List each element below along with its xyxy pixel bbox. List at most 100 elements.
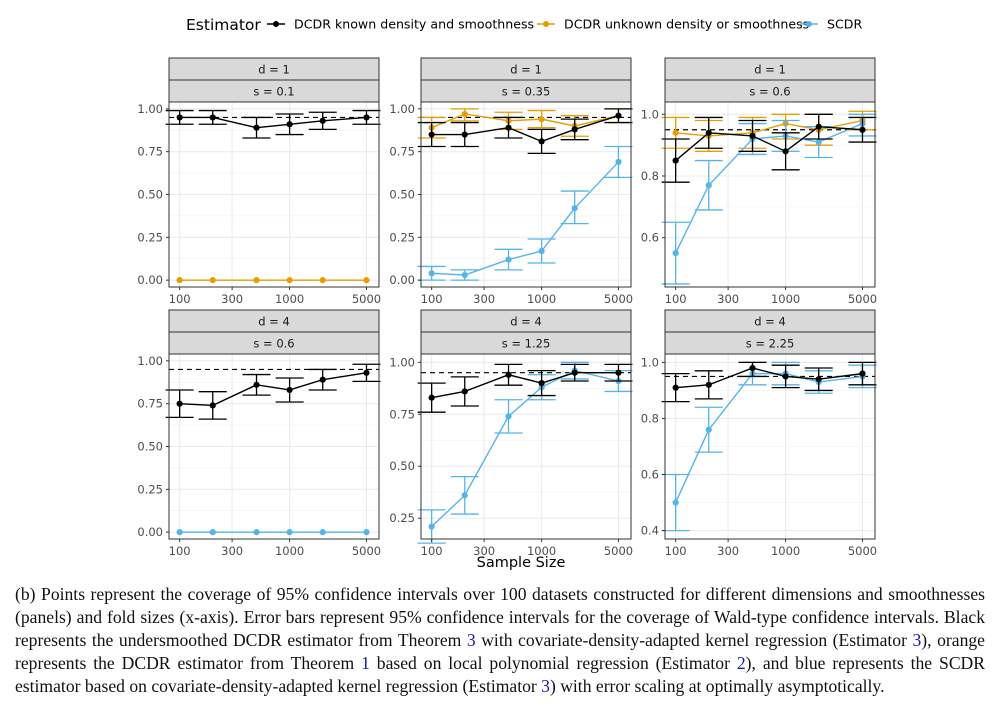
strip-s-label: s = 1.25 bbox=[502, 337, 551, 351]
data-point-unknown bbox=[461, 110, 468, 118]
y-tick-label: 0.8 bbox=[641, 411, 659, 425]
series-scdr bbox=[176, 529, 370, 536]
strip-d-label: d = 4 bbox=[258, 315, 290, 329]
x-tick-label: 100 bbox=[169, 544, 191, 558]
x-tick-label: 100 bbox=[665, 544, 687, 558]
y-tick-label: 0.25 bbox=[389, 511, 415, 525]
caption-text-3: ), orange represents the DCDR estimator … bbox=[15, 630, 985, 673]
data-point-known bbox=[428, 131, 435, 138]
panel-3: d = 1 s = 0.6 0.6 0.8 1.0 100 300 1000 5000 bbox=[641, 57, 877, 306]
data-point-scdr bbox=[672, 249, 679, 257]
legend-item-scdr[interactable]: SCDR bbox=[800, 17, 862, 32]
data-point-scdr bbox=[505, 413, 512, 420]
x-tick-label: 1000 bbox=[275, 292, 304, 306]
series-known bbox=[165, 363, 381, 420]
data-point-scdr bbox=[538, 247, 545, 255]
data-point-scdr bbox=[705, 426, 712, 433]
data-point-scdr bbox=[461, 492, 468, 499]
data-point-known bbox=[859, 370, 866, 377]
data-point-unknown bbox=[253, 277, 260, 284]
y-tick-label: 1.0 bbox=[641, 107, 659, 121]
data-point-scdr bbox=[571, 205, 578, 212]
data-point-scdr bbox=[705, 182, 712, 189]
y-tick-label: 0.50 bbox=[389, 188, 415, 202]
data-point-unknown bbox=[672, 129, 679, 136]
caption-ref-theorem-1[interactable]: 1 bbox=[361, 653, 370, 673]
y-tick-label: 0.25 bbox=[137, 482, 163, 496]
data-point-known bbox=[859, 126, 866, 133]
x-axis-title: Sample Size bbox=[477, 555, 566, 571]
series-scdr bbox=[661, 361, 877, 532]
x-tick-label: 100 bbox=[169, 292, 191, 306]
legend-item-unknown[interactable]: DCDR unknown density or smoothness bbox=[537, 17, 809, 32]
y-tick-label: 0.50 bbox=[137, 440, 163, 454]
data-point-known bbox=[209, 402, 216, 409]
data-point-scdr bbox=[286, 529, 293, 536]
caption-text-5: ), and blue represents the SCDR estimato… bbox=[15, 653, 985, 696]
panel-2: d = 1 s = 0.35 0.00 0.25 0.50 0.75 1.00 100 300 1… bbox=[389, 57, 633, 306]
data-point-known bbox=[538, 138, 545, 145]
data-point-known bbox=[615, 112, 622, 119]
caption-ref-estimator-2[interactable]: 2 bbox=[736, 653, 746, 673]
x-tick-label: 100 bbox=[665, 292, 687, 306]
legend-item-known[interactable]: DCDR known density and smoothness bbox=[267, 17, 534, 32]
data-point-scdr bbox=[505, 256, 512, 263]
data-point-known bbox=[176, 400, 183, 407]
strip-s-label: s = 0.35 bbox=[502, 85, 551, 99]
data-point-known bbox=[209, 114, 216, 121]
y-tick-label: 0.00 bbox=[137, 525, 163, 539]
y-tick-label: 0.00 bbox=[137, 273, 163, 287]
series-line-unknown bbox=[431, 113, 619, 129]
data-point-known bbox=[782, 373, 789, 380]
strip-d-label: d = 1 bbox=[754, 63, 786, 77]
data-point-unknown bbox=[286, 277, 293, 284]
figure-caption: (b) Points represent the coverage of 95%… bbox=[15, 583, 985, 698]
series-known bbox=[417, 108, 633, 155]
data-point-known bbox=[749, 132, 756, 140]
data-point-scdr bbox=[815, 138, 822, 146]
panel-border bbox=[420, 353, 632, 540]
legend-key-point bbox=[806, 21, 812, 27]
y-tick-label: 1.00 bbox=[389, 355, 415, 369]
series-known bbox=[417, 363, 633, 413]
legend-key-point bbox=[273, 21, 279, 27]
series-line-known bbox=[675, 367, 863, 389]
data-point-known bbox=[749, 364, 756, 372]
caption-text-4: based on local polynomial regression (Es… bbox=[369, 653, 737, 673]
series-known bbox=[661, 113, 877, 183]
y-tick-label: 0.50 bbox=[389, 459, 415, 473]
x-tick-label: 5000 bbox=[352, 292, 381, 306]
y-tick-label: 0.6 bbox=[641, 468, 659, 482]
plot-area bbox=[421, 354, 631, 539]
x-tick-label: 1000 bbox=[275, 544, 304, 558]
data-point-unknown bbox=[538, 116, 545, 123]
panel-1: d = 1 s = 0.1 0.00 0.25 0.50 0.75 1.00 100 300 10… bbox=[137, 57, 381, 306]
caption-text-2: with covariate-density-adapted kernel re… bbox=[475, 630, 913, 650]
caption-ref-estimator-3b[interactable]: 3 bbox=[541, 676, 550, 696]
x-tick-label: 300 bbox=[717, 544, 739, 558]
series-line-known bbox=[431, 115, 619, 143]
legend: Estimator DCDR known density and smoothne… bbox=[186, 16, 862, 34]
data-point-scdr bbox=[428, 523, 435, 530]
x-tick-label: 1000 bbox=[771, 544, 800, 558]
x-tick-label: 300 bbox=[221, 292, 243, 306]
panel-6: d = 4 s = 2.25 0.4 0.6 0.8 1.0 100 300 1000 5000 bbox=[641, 309, 877, 558]
x-tick-label: 300 bbox=[473, 544, 495, 558]
data-point-unknown bbox=[209, 277, 216, 284]
x-tick-label: 5000 bbox=[848, 544, 877, 558]
caption-ref-theorem-3[interactable]: 3 bbox=[466, 630, 476, 650]
x-tick-label: 100 bbox=[421, 544, 443, 558]
data-point-known bbox=[571, 369, 578, 376]
data-point-known bbox=[319, 117, 326, 124]
legend-label: DCDR unknown density or smoothness bbox=[564, 17, 809, 32]
data-point-known bbox=[571, 126, 578, 133]
x-tick-label: 5000 bbox=[604, 544, 633, 558]
data-point-known bbox=[815, 123, 822, 130]
caption-ref-estimator-3[interactable]: 3 bbox=[912, 630, 922, 650]
y-tick-label: 0.75 bbox=[137, 397, 163, 411]
panel-5: d = 4 s = 1.25 0.25 0.50 0.75 1.00 100 300 1000 5… bbox=[389, 309, 633, 558]
data-point-unknown bbox=[176, 277, 183, 284]
series-line-known bbox=[179, 116, 367, 129]
series-line-scdr bbox=[431, 161, 619, 276]
